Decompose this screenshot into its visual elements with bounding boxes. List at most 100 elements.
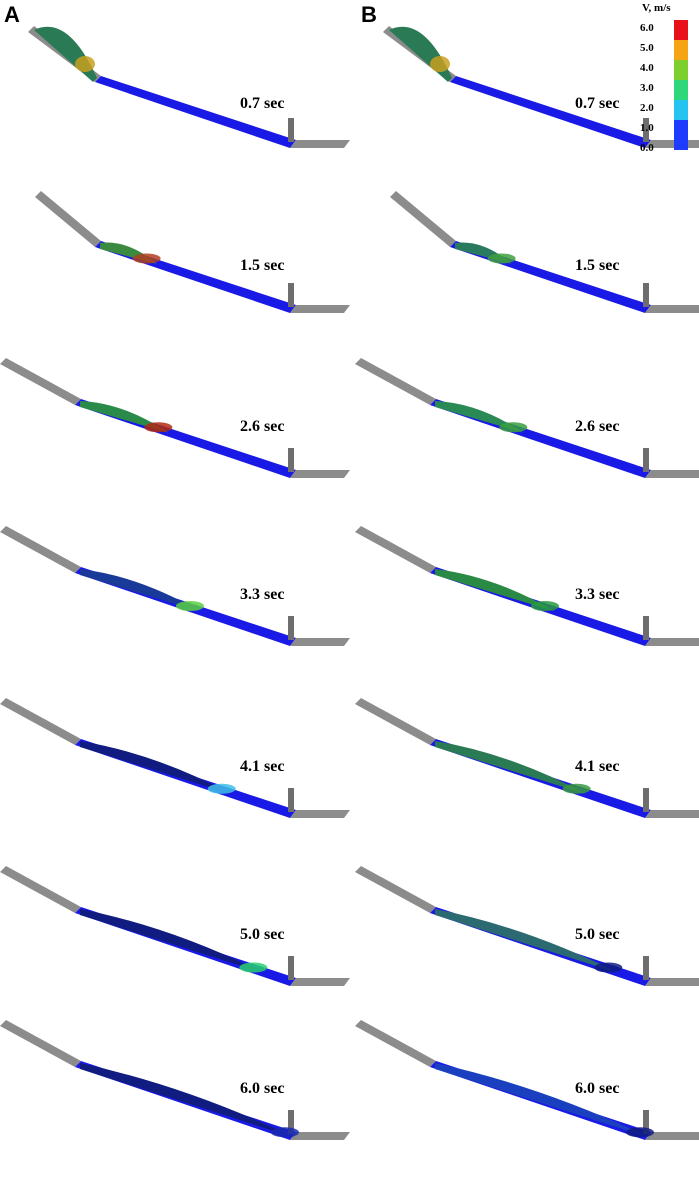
time-label: 6.0 sec: [240, 1080, 285, 1097]
frame-a-6: 5.0 sec: [0, 858, 350, 1025]
barrier-wall: [643, 616, 649, 640]
runout-floor: [645, 978, 699, 986]
debris-mass: [435, 401, 524, 433]
runout-floor: [290, 1132, 350, 1140]
frame-b-4: 3.3 sec: [355, 518, 699, 685]
barrier-wall: [288, 956, 294, 980]
flume-diagram: [355, 358, 699, 478]
flume-diagram: [355, 698, 699, 818]
upper-ramp: [355, 358, 436, 405]
barrier-wall: [288, 616, 294, 640]
debris-mass: [80, 741, 232, 795]
flume-diagram: [0, 526, 350, 646]
flow-front: [626, 1127, 654, 1138]
time-label: 3.3 sec: [575, 586, 620, 603]
flow-front: [531, 601, 559, 612]
flow-front: [430, 56, 450, 72]
flume-diagram: [35, 191, 350, 313]
barrier-wall: [643, 1110, 649, 1134]
runout-floor: [645, 305, 699, 313]
velocity-legend: V, m/s 6.0 5.0 4.0 3.0 2.0 1.0 0.0: [640, 2, 699, 162]
runout-floor: [290, 305, 350, 313]
flow-front: [487, 253, 516, 264]
upper-ramp: [0, 866, 81, 913]
legend-swatch-red: [674, 20, 688, 40]
barrier-wall: [288, 448, 294, 472]
upper-ramp: [0, 698, 81, 745]
barrier-wall: [643, 788, 649, 812]
flume-diagram: [355, 1020, 699, 1140]
runout-floor: [645, 470, 699, 478]
time-label: 3.3 sec: [240, 586, 285, 603]
flume-diagram: [0, 358, 350, 478]
barrier-wall: [643, 118, 649, 142]
legend-tick-1: 1.0: [640, 122, 654, 134]
barrier-wall: [288, 1110, 294, 1134]
barrier-wall: [643, 956, 649, 980]
debris-mass: [435, 569, 555, 612]
flow-front: [75, 56, 95, 72]
flow-front: [207, 783, 236, 794]
flow-front: [239, 962, 268, 973]
runout-floor: [290, 470, 350, 478]
main-slope: [95, 76, 296, 148]
legend-swatch-orange: [674, 40, 688, 60]
upper-ramp: [0, 358, 81, 405]
time-label: 0.7 sec: [575, 95, 620, 112]
upper-ramp: [390, 191, 456, 247]
flow-front: [132, 253, 161, 264]
upper-ramp: [355, 698, 436, 745]
barrier-wall: [288, 788, 294, 812]
flume-diagram: [0, 866, 350, 986]
flume-diagram: [0, 1020, 350, 1140]
frame-a-2: 1.5 sec: [0, 185, 350, 352]
legend-swatch-cyan: [674, 100, 688, 120]
debris-mass: [389, 26, 452, 82]
debris-mass: [34, 26, 97, 82]
flume-diagram: [355, 526, 699, 646]
legend-swatch-green: [674, 60, 688, 80]
frame-a-5: 4.1 sec: [0, 690, 350, 857]
runout-floor: [645, 810, 699, 818]
frame-a-3: 2.6 sec: [0, 350, 350, 517]
frame-a-1: 0.7 sec: [0, 20, 350, 187]
time-label: 0.7 sec: [240, 95, 285, 112]
legend-tick-0: 0.0: [640, 142, 654, 154]
barrier-wall: [288, 283, 294, 307]
debris-mass: [435, 1063, 650, 1138]
barrier-wall: [288, 118, 294, 142]
time-label: 4.1 sec: [240, 758, 285, 775]
barrier-wall: [643, 283, 649, 307]
time-label: 2.6 sec: [575, 418, 620, 435]
barrier-wall: [643, 448, 649, 472]
time-label: 4.1 sec: [575, 758, 620, 775]
frame-b-2: 1.5 sec: [355, 185, 699, 352]
frame-b-7: 6.0 sec: [355, 1012, 699, 1179]
upper-ramp: [355, 526, 436, 573]
flow-front: [562, 783, 591, 794]
time-label: 5.0 sec: [240, 926, 285, 943]
legend-color-bar: [674, 20, 688, 150]
legend-tick-6: 6.0: [640, 22, 654, 34]
legend-title: V, m/s: [642, 2, 671, 14]
flume-diagram: [390, 191, 699, 313]
legend-tick-3: 3.0: [640, 82, 654, 94]
flow-front: [144, 422, 173, 433]
frame-b-6: 5.0 sec: [355, 858, 699, 1025]
debris-mass: [80, 401, 169, 433]
upper-ramp: [0, 526, 81, 573]
debris-mass: [80, 569, 200, 612]
upper-ramp: [35, 191, 101, 247]
legend-swatch-blue: [674, 120, 688, 150]
flume-diagram: [28, 26, 350, 148]
panel-letter-b: B: [361, 2, 377, 27]
time-label: 2.6 sec: [240, 418, 285, 435]
legend-tick-4: 4.0: [640, 62, 654, 74]
flow-front: [271, 1127, 299, 1138]
frame-a-4: 3.3 sec: [0, 518, 350, 685]
frame-b-5: 4.1 sec: [355, 690, 699, 857]
upper-ramp: [0, 1020, 81, 1067]
runout-floor: [290, 638, 350, 646]
runout-floor: [645, 1132, 699, 1140]
legend-swatch-teal: [674, 80, 688, 100]
